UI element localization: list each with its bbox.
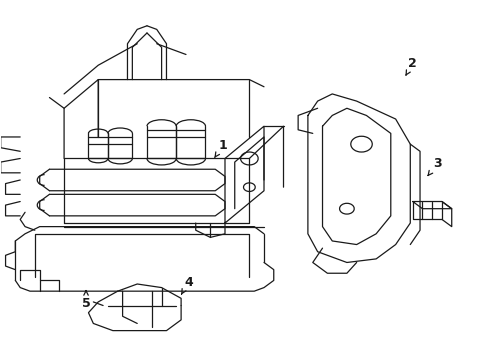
Text: 2: 2 [405,57,416,75]
Text: 5: 5 [81,291,90,310]
Text: 4: 4 [181,276,192,294]
Text: 1: 1 [214,139,226,158]
Text: 3: 3 [427,157,441,176]
